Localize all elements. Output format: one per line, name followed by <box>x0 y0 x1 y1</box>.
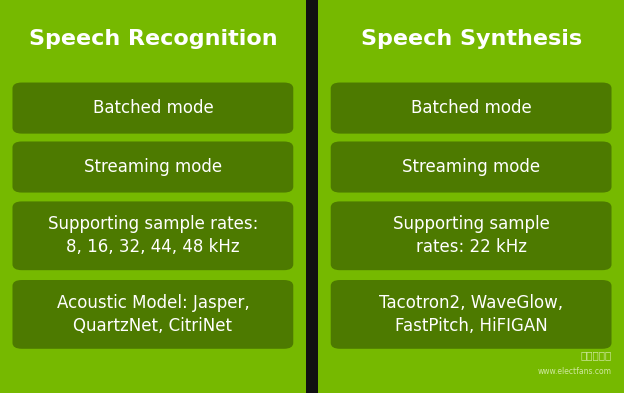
Text: Tacotron2, WaveGlow,
FastPitch, HiFIGAN: Tacotron2, WaveGlow, FastPitch, HiFIGAN <box>379 294 563 335</box>
FancyBboxPatch shape <box>12 201 293 270</box>
FancyBboxPatch shape <box>331 280 612 349</box>
FancyBboxPatch shape <box>331 141 612 193</box>
Text: Supporting sample rates:
8, 16, 32, 44, 48 kHz: Supporting sample rates: 8, 16, 32, 44, … <box>47 215 258 256</box>
FancyBboxPatch shape <box>12 83 293 134</box>
Text: Batched mode: Batched mode <box>411 99 532 117</box>
FancyBboxPatch shape <box>12 280 293 349</box>
Text: Speech Recognition: Speech Recognition <box>29 29 277 49</box>
Text: Batched mode: Batched mode <box>92 99 213 117</box>
Text: Streaming mode: Streaming mode <box>84 158 222 176</box>
Text: Supporting sample
rates: 22 kHz: Supporting sample rates: 22 kHz <box>392 215 550 256</box>
Text: Speech Synthesis: Speech Synthesis <box>361 29 582 49</box>
Text: www.electfans.com: www.electfans.com <box>537 367 612 376</box>
Text: Acoustic Model: Jasper,
QuartzNet, CitriNet: Acoustic Model: Jasper, QuartzNet, Citri… <box>57 294 249 335</box>
Text: 电子发烧友: 电子发烧友 <box>580 351 612 361</box>
Text: Streaming mode: Streaming mode <box>402 158 540 176</box>
FancyBboxPatch shape <box>331 201 612 270</box>
FancyBboxPatch shape <box>12 141 293 193</box>
Bar <box>306 0 318 393</box>
FancyBboxPatch shape <box>331 83 612 134</box>
